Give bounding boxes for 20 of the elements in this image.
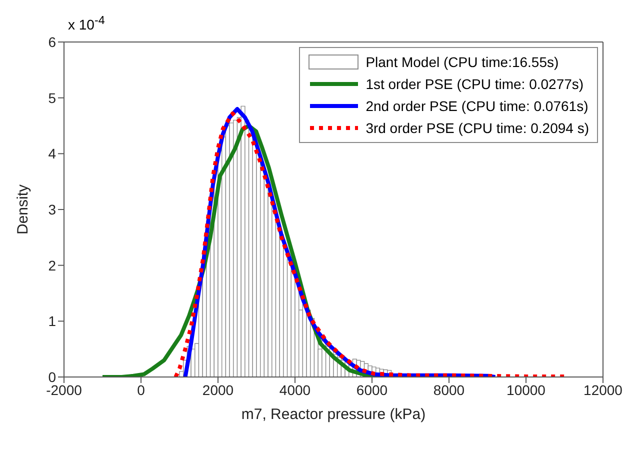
x-tick-label: 2000 — [202, 382, 234, 398]
x-tick-label: 4000 — [279, 382, 311, 398]
y-tick-label: 6 — [48, 34, 56, 50]
y-axis-title: Density — [14, 184, 32, 235]
legend-label: 2nd order PSE (CPU time: 0.0761s) — [366, 98, 588, 114]
x-tick-label: 10000 — [506, 382, 546, 398]
y-tick-label: 4 — [48, 146, 56, 162]
text: x 10$^{-4}$ — [68, 14, 105, 33]
x-tick-label: 6000 — [356, 382, 388, 398]
legend-label: 1st order PSE (CPU time: 0.0277s) — [366, 76, 584, 92]
x-tick-label: 8000 — [433, 382, 465, 398]
x-tick-label: 0 — [137, 382, 146, 398]
y-tick-label: 3 — [48, 201, 56, 218]
y-tick-label: 2 — [48, 257, 56, 274]
legend-label: Plant Model (CPU time:16.55s) — [366, 54, 559, 70]
x-tick-label: 12000 — [584, 382, 623, 398]
x-axis-title: m7, Reactor pressure (kPa) — [241, 406, 426, 423]
legend-label: 3rd order PSE (CPU time: 0.2094 s) — [366, 120, 589, 136]
y-tick-label: 1 — [48, 313, 56, 330]
y-tick-label: 5 — [48, 90, 56, 106]
